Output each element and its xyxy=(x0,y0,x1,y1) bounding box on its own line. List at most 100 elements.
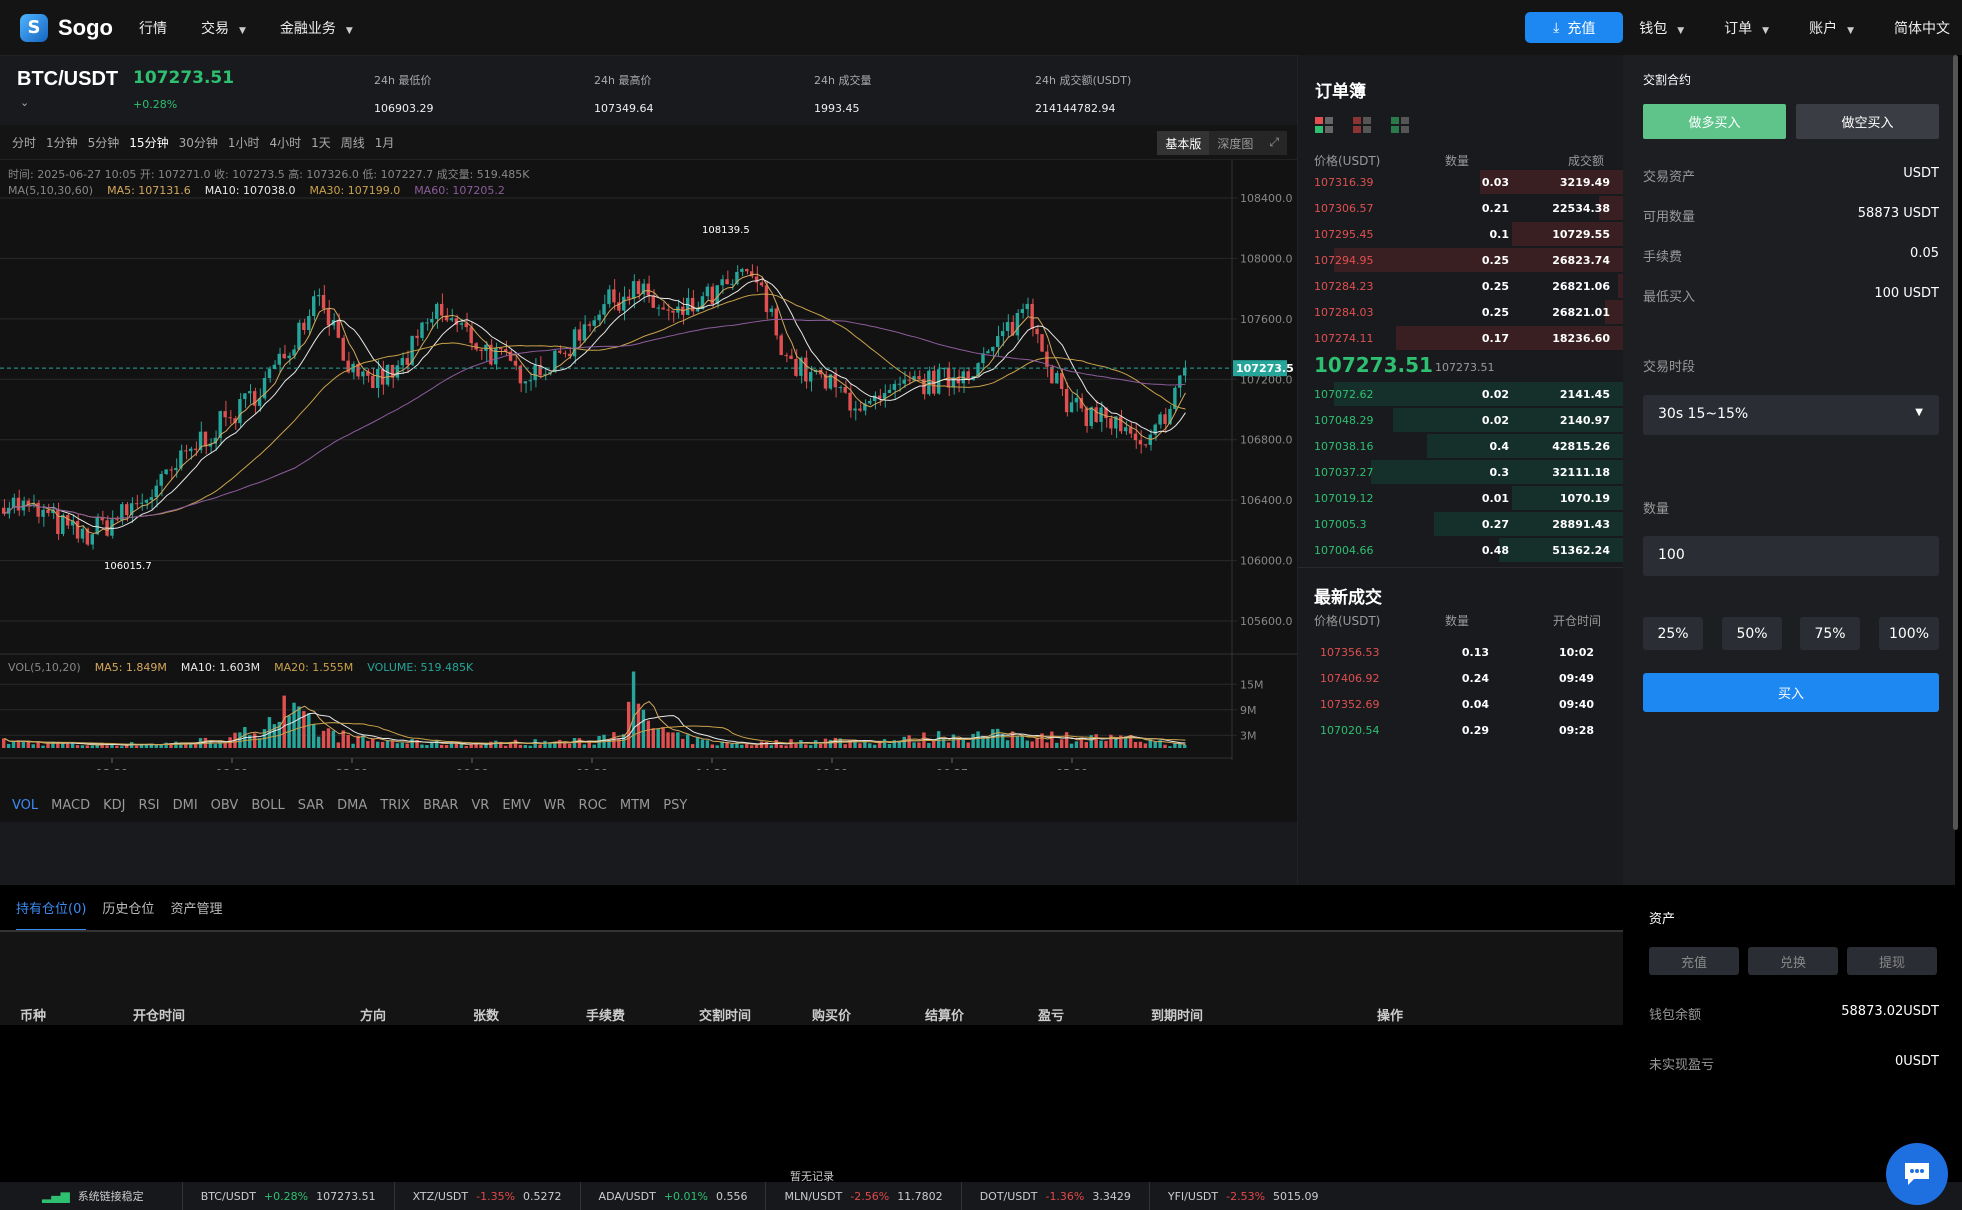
indicator-macd[interactable]: MACD xyxy=(51,797,91,813)
view-both-icon[interactable] xyxy=(1315,117,1333,133)
timeframe-5[interactable]: 1小时 xyxy=(227,135,260,150)
tab-history[interactable]: 历史仓位 xyxy=(102,902,155,917)
trades-title: 最新成交 xyxy=(1314,588,1382,608)
exchange-button[interactable]: 兑换 xyxy=(1748,947,1838,975)
timeframe-7[interactable]: 1天 xyxy=(311,135,331,150)
status-ticker[interactable]: YFI/USDT -2.53% 5015.09 xyxy=(1148,1182,1337,1210)
volume-bar xyxy=(56,743,60,748)
pair-selector[interactable]: BTC/USDT xyxy=(17,68,119,90)
indicator-roc[interactable]: ROC xyxy=(578,797,607,813)
bid-row[interactable]: 107072.62 0.02 2141.45 xyxy=(1312,382,1624,408)
ask-row[interactable]: 107284.23 0.25 26821.06 xyxy=(1312,274,1624,300)
bid-row[interactable]: 107004.66 0.48 51362.24 xyxy=(1312,538,1624,564)
nav-account[interactable]: 账户 ▼ xyxy=(1809,18,1854,38)
ma-label: MA(5,10,30,60) xyxy=(8,184,94,197)
bid-row[interactable]: 107019.12 0.01 1070.19 xyxy=(1312,486,1624,512)
timeframe-1[interactable]: 1分钟 xyxy=(46,135,78,150)
indicator-boll[interactable]: BOLL xyxy=(251,797,285,813)
qty: 0.21 xyxy=(1481,202,1509,215)
indicator-obv[interactable]: OBV xyxy=(210,797,239,813)
bid-row[interactable]: 107038.16 0.4 42815.26 xyxy=(1312,434,1624,460)
bid-row[interactable]: 107048.29 0.02 2140.97 xyxy=(1312,408,1624,434)
timeframe-0[interactable]: 分时 xyxy=(12,135,37,150)
nav-finance[interactable]: 金融业务 ▼ xyxy=(280,18,353,38)
indicator-mtm[interactable]: MTM xyxy=(619,797,651,813)
pct-50-button[interactable]: 50% xyxy=(1722,617,1782,650)
ask-row[interactable]: 107316.39 0.03 3219.49 xyxy=(1312,170,1624,196)
indicator-vr[interactable]: VR xyxy=(471,797,490,813)
candle-body xyxy=(902,379,906,384)
long-button[interactable]: 做多买入 xyxy=(1643,104,1786,139)
indicator-trix[interactable]: TRIX xyxy=(380,797,411,813)
pct-25-button[interactable]: 25% xyxy=(1643,617,1703,650)
logo[interactable]: S Sogo xyxy=(20,13,113,42)
tab-open-positions[interactable]: 持有仓位(0) xyxy=(16,898,87,932)
nav-market[interactable]: 行情 xyxy=(139,20,167,37)
status-ticker[interactable]: DOT/USDT -1.36% 3.3429 xyxy=(960,1182,1149,1210)
ask-row[interactable]: 107306.57 0.21 22534.38 xyxy=(1312,196,1624,222)
indicator-dmi[interactable]: DMI xyxy=(172,797,198,813)
indicator-dma[interactable]: DMA xyxy=(337,797,368,813)
deposit-button[interactable]: ⤓ 充值 xyxy=(1525,12,1624,43)
ask-row[interactable]: 107294.95 0.25 26823.74 xyxy=(1312,248,1624,274)
price: 107020.54 xyxy=(1320,724,1380,737)
timeframe-6[interactable]: 4小时 xyxy=(269,135,302,150)
indicator-psy[interactable]: PSY xyxy=(663,797,688,813)
fullscreen-icon[interactable]: ⤢ xyxy=(1269,135,1279,149)
timeframe-2[interactable]: 5分钟 xyxy=(87,135,120,150)
tab-assets[interactable]: 资产管理 xyxy=(170,902,223,917)
ticker-change: +0.28% xyxy=(263,1189,309,1203)
pct-100-button[interactable]: 100% xyxy=(1879,617,1939,650)
nav-trade[interactable]: 交易 ▼ xyxy=(201,18,246,38)
mode-depth[interactable]: 深度图 xyxy=(1217,137,1254,151)
volume-bar xyxy=(95,744,99,748)
indicator-sar[interactable]: SAR xyxy=(297,797,325,813)
bid-row[interactable]: 107037.27 0.3 32111.18 xyxy=(1312,460,1624,486)
deposit-asset-button[interactable]: 充值 xyxy=(1649,947,1739,975)
ticker-change: -2.56% xyxy=(850,1189,890,1203)
stat-label: 24h 最高价 xyxy=(594,74,652,87)
ask-row[interactable]: 107295.45 0.1 10729.55 xyxy=(1312,222,1624,248)
timeframe-4[interactable]: 30分钟 xyxy=(178,135,218,150)
timeframe-9[interactable]: 1月 xyxy=(374,135,395,150)
buy-button[interactable]: 买入 xyxy=(1643,673,1939,712)
mode-basic[interactable]: 基本版 xyxy=(1157,131,1210,155)
pct-75-button[interactable]: 75% xyxy=(1800,617,1860,650)
page-scrollbar[interactable] xyxy=(1953,55,1958,830)
status-ticker[interactable]: XTZ/USDT -1.35% 0.5272 xyxy=(393,1182,580,1210)
indicator-brar[interactable]: BRAR xyxy=(423,797,459,813)
ask-row[interactable]: 107284.03 0.25 26821.01 xyxy=(1312,300,1624,326)
kline-chart[interactable]: 108400.0 108000.0 107600.0 107200.0 106800.0… xyxy=(0,160,1297,780)
chevron-down-icon[interactable]: ⌄ xyxy=(20,96,30,109)
timeframe-3[interactable]: 15分钟 xyxy=(129,135,169,150)
status-bar: ▂▄▆ 系统链接稳定 BTC/USDT +0.28% 107273.51 XTZ/USD… xyxy=(0,1182,1962,1210)
period-select[interactable]: 30s 15~15% ▼ xyxy=(1643,395,1939,435)
timeframe-8[interactable]: 周线 xyxy=(340,135,365,150)
indicator-kdj[interactable]: KDJ xyxy=(103,797,126,813)
indicator-vol[interactable]: VOL xyxy=(12,797,39,813)
language-select[interactable]: 简体中文 xyxy=(1894,20,1950,37)
info-min: 最低买入 100 USDT xyxy=(1643,286,1939,305)
nav-orders[interactable]: 订单 ▼ xyxy=(1724,18,1769,38)
candle-body xyxy=(858,408,862,411)
indicator-rsi[interactable]: RSI xyxy=(138,797,160,813)
ask-row[interactable]: 107274.11 0.17 18236.60 xyxy=(1312,326,1624,352)
view-bids-icon[interactable] xyxy=(1391,117,1409,133)
bid-row[interactable]: 107005.3 0.27 28891.43 xyxy=(1312,512,1624,538)
chat-support-button[interactable] xyxy=(1886,1143,1948,1205)
view-asks-icon[interactable] xyxy=(1353,117,1371,133)
status-ticker[interactable]: ADA/USDT +0.01% 0.556 xyxy=(579,1182,766,1210)
short-button[interactable]: 做空买入 xyxy=(1796,104,1939,139)
withdraw-button[interactable]: 提现 xyxy=(1847,947,1937,975)
volume-bar xyxy=(966,742,970,748)
volume-bar xyxy=(223,742,227,748)
volume-bar xyxy=(85,745,90,748)
nav-wallet[interactable]: 钱包 ▼ xyxy=(1639,18,1684,38)
ma30-value: MA30: 107199.0 xyxy=(309,184,401,197)
indicator-emv[interactable]: EMV xyxy=(502,797,531,813)
indicator-wr[interactable]: WR xyxy=(543,797,566,813)
volume-bar xyxy=(735,743,739,748)
status-ticker[interactable]: MLN/USDT -2.56% 11.7802 xyxy=(765,1182,960,1210)
status-ticker[interactable]: BTC/USDT +0.28% 107273.51 xyxy=(181,1182,394,1210)
qty-input[interactable]: 100 xyxy=(1643,536,1939,576)
